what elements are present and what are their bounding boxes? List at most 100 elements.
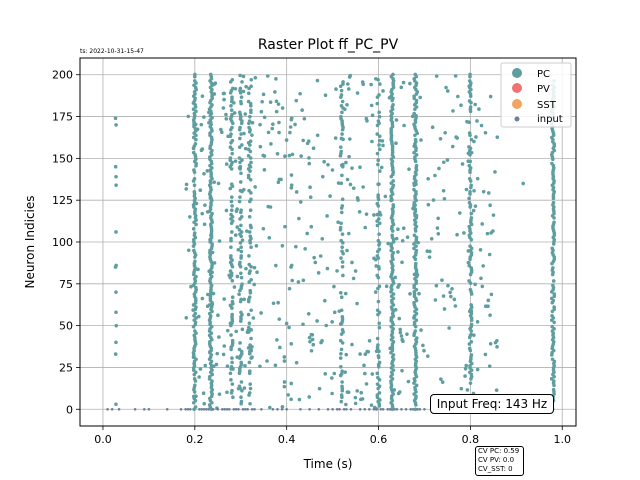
pc-spike <box>447 326 451 330</box>
pc-spike <box>401 226 406 231</box>
pc-spike <box>230 138 235 143</box>
pc-spike <box>400 337 404 342</box>
pc-spike <box>241 89 246 94</box>
pc-spike <box>323 372 328 376</box>
input-spike <box>395 407 399 411</box>
pc-spike <box>340 245 344 249</box>
pc-spike <box>390 233 394 238</box>
pc-spike <box>438 136 443 141</box>
pc-spike <box>363 371 367 376</box>
pc-spike <box>261 92 266 97</box>
pc-spike <box>238 125 242 130</box>
pc-spike <box>474 135 478 139</box>
pc-spike <box>308 339 312 344</box>
pc-spike <box>445 89 450 93</box>
pc-spike <box>405 235 410 239</box>
pc-spike <box>357 210 362 214</box>
pc-spike <box>311 146 316 150</box>
input-spike <box>404 407 408 411</box>
pc-spike <box>362 363 366 368</box>
pc-spike <box>265 359 269 363</box>
pc-spike <box>339 114 343 119</box>
input-spike <box>374 407 378 411</box>
input-spike <box>299 407 302 411</box>
pc-spike <box>405 332 409 336</box>
pc-spike <box>240 238 245 242</box>
pc-spike <box>343 291 348 296</box>
pc-spike <box>412 300 416 305</box>
pc-spike <box>229 333 233 337</box>
legend-label-input: input <box>537 114 563 125</box>
pc-spike <box>194 285 198 290</box>
pc-spike <box>262 115 267 120</box>
pc-spike <box>230 278 235 283</box>
pc-spike <box>434 74 439 78</box>
pc-spike <box>239 399 244 404</box>
pc-spike <box>239 132 243 136</box>
pc-spike <box>364 116 369 121</box>
pc-spike <box>377 143 381 147</box>
pc-spike <box>469 303 473 307</box>
pc-spike <box>230 295 235 300</box>
pc-spike <box>207 120 211 125</box>
pc-spike <box>247 391 252 395</box>
pc-spike <box>336 181 341 185</box>
pc-spike <box>358 165 362 169</box>
input-spike <box>133 407 137 411</box>
pc-spike <box>274 109 279 114</box>
pc-spike <box>480 284 485 289</box>
pc-spike <box>216 181 221 186</box>
pc-spike <box>391 72 395 77</box>
pc-spike <box>339 104 344 108</box>
legend-marker-input <box>514 116 520 122</box>
pc-spike <box>229 108 234 112</box>
pc-spike <box>230 112 234 117</box>
pc-spike <box>307 335 312 340</box>
pc-spike <box>269 142 273 146</box>
pc-spike <box>414 213 419 218</box>
pc-spike <box>374 264 379 268</box>
pc-spike <box>247 125 251 130</box>
pc-spike <box>192 231 197 235</box>
pc-spike <box>442 307 447 311</box>
pc-spike <box>266 130 271 135</box>
pc-spike <box>217 239 222 243</box>
pc-spike <box>247 295 252 300</box>
pc-spike <box>252 265 257 270</box>
input-spike <box>165 407 169 411</box>
pc-spike <box>228 145 233 149</box>
pc-spike <box>377 221 382 226</box>
pc-spike <box>488 94 493 99</box>
pc-spike <box>391 179 396 183</box>
pc-spike <box>441 188 446 193</box>
pc-spike <box>377 232 381 236</box>
pc-spike <box>210 302 215 307</box>
pc-spike <box>243 112 248 116</box>
pc-spike <box>480 222 485 226</box>
pc-spike <box>339 364 343 369</box>
pc-spike <box>240 80 244 84</box>
pc-spike <box>448 290 452 295</box>
pc-spike <box>551 266 555 270</box>
pc-spike <box>239 254 244 258</box>
pc-spike <box>332 310 337 315</box>
pc-spike <box>211 364 216 369</box>
pc-spike <box>289 381 294 386</box>
pc-spike <box>414 163 419 168</box>
pc-spike <box>340 132 344 136</box>
pc-spike <box>230 360 234 365</box>
pc-spike <box>413 72 418 77</box>
pc-spike <box>315 133 320 138</box>
pc-spike <box>114 230 118 234</box>
pc-spike <box>355 91 360 95</box>
pc-spike <box>413 203 417 207</box>
pc-spike <box>240 143 244 147</box>
input-spike <box>246 407 249 411</box>
input-spike <box>205 407 208 411</box>
pc-spike <box>261 226 266 231</box>
pc-spike <box>469 340 474 344</box>
input-spike <box>221 407 224 411</box>
pc-spike <box>239 245 243 249</box>
pc-spike <box>192 176 197 181</box>
pc-spike <box>289 397 293 402</box>
